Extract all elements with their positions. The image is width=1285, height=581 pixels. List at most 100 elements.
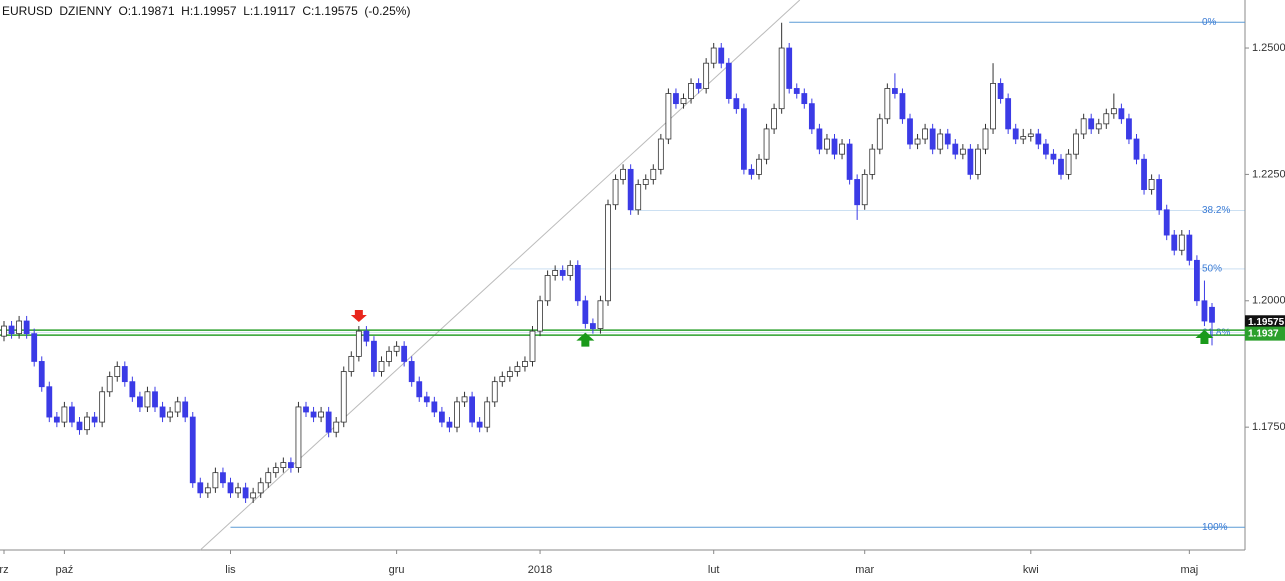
candle-body bbox=[975, 148, 981, 175]
candle-body bbox=[907, 118, 913, 145]
candle-body bbox=[1012, 128, 1019, 140]
candle-body bbox=[582, 300, 589, 324]
candle-body bbox=[423, 396, 430, 403]
candle-body bbox=[1080, 118, 1087, 135]
fib-label: 38.2% bbox=[1202, 205, 1230, 216]
candle-body bbox=[937, 133, 944, 150]
x-tick-label: lis bbox=[225, 564, 236, 576]
candle-body bbox=[801, 93, 808, 105]
candle-body bbox=[242, 487, 249, 499]
fib-label: 61.8% bbox=[1202, 327, 1230, 338]
candle-body bbox=[61, 406, 68, 423]
candle-body bbox=[952, 143, 959, 155]
candle-body bbox=[506, 371, 513, 378]
header: EURUSD DZIENNY O:1.19871 H:1.19957 L:1.1… bbox=[2, 4, 410, 18]
candle-body bbox=[1201, 300, 1208, 322]
candle-body bbox=[574, 264, 581, 302]
candle-body bbox=[144, 391, 151, 408]
header-bg bbox=[0, 2, 418, 20]
candle-body bbox=[544, 275, 551, 302]
candle-body bbox=[914, 138, 921, 145]
signal-arrow bbox=[576, 332, 595, 347]
candle-body bbox=[756, 158, 762, 175]
candle-body bbox=[657, 138, 664, 170]
candle-body bbox=[884, 88, 891, 120]
candle-body bbox=[491, 381, 498, 403]
candle-body bbox=[824, 138, 830, 150]
candle-body bbox=[620, 168, 626, 180]
x-tick-label: 2018 bbox=[528, 564, 552, 576]
candle-body bbox=[84, 416, 90, 431]
candle-body bbox=[16, 320, 23, 335]
candle-body bbox=[771, 108, 777, 130]
candle-body bbox=[136, 396, 143, 408]
candle-body bbox=[831, 138, 838, 155]
candle-body bbox=[438, 411, 445, 423]
candle-body bbox=[1156, 179, 1163, 211]
y-tick-label: 1.2250 bbox=[1252, 168, 1285, 180]
candle-body bbox=[114, 366, 121, 378]
candle-body bbox=[1035, 133, 1042, 145]
support-price-box bbox=[1245, 326, 1285, 341]
candle-body bbox=[1103, 113, 1110, 125]
candle-body bbox=[786, 47, 793, 89]
candle-body bbox=[861, 174, 868, 206]
candle-body bbox=[1050, 153, 1057, 160]
candle-body bbox=[514, 366, 521, 372]
candle-body bbox=[363, 330, 370, 342]
candle-body bbox=[99, 391, 106, 423]
candle-body bbox=[1178, 234, 1185, 251]
x-tick-label: maj bbox=[1180, 564, 1198, 576]
candle-body bbox=[53, 416, 60, 423]
candle-body bbox=[408, 361, 415, 383]
candle-body bbox=[280, 462, 287, 469]
candle-body bbox=[642, 179, 649, 185]
candle-body bbox=[235, 487, 241, 494]
candle-body bbox=[522, 361, 528, 367]
candle-body bbox=[1209, 306, 1215, 323]
candle-body bbox=[529, 330, 536, 362]
candle-body bbox=[1141, 158, 1147, 190]
candle-body bbox=[537, 300, 543, 332]
candle-body bbox=[688, 83, 694, 99]
candle-body bbox=[220, 472, 226, 484]
candle-body bbox=[265, 472, 272, 484]
candle-body bbox=[23, 320, 30, 335]
candle-body bbox=[680, 98, 687, 105]
candle-body bbox=[733, 98, 740, 110]
fib-label: 100% bbox=[1202, 522, 1228, 533]
candle-body bbox=[454, 401, 460, 428]
candle-body bbox=[189, 416, 196, 484]
candle-body bbox=[748, 168, 755, 175]
candle-body bbox=[250, 492, 257, 499]
candle-body bbox=[31, 333, 38, 362]
candle-body bbox=[91, 416, 98, 423]
candle-body bbox=[325, 411, 332, 433]
candle-body bbox=[182, 401, 189, 418]
candle-body bbox=[605, 204, 611, 302]
candle-body bbox=[121, 366, 128, 383]
candle-body bbox=[929, 128, 936, 150]
candle-body bbox=[990, 83, 996, 130]
x-tick-label: lut bbox=[708, 564, 720, 576]
signal-arrow bbox=[350, 310, 367, 323]
fib-label: 0% bbox=[1202, 17, 1217, 28]
candle-body bbox=[469, 396, 476, 423]
candle-body bbox=[287, 462, 294, 469]
candle-body bbox=[959, 148, 966, 155]
candle-body bbox=[204, 487, 211, 494]
candle-body bbox=[944, 133, 951, 145]
candle-body bbox=[386, 350, 392, 362]
candle-body bbox=[1194, 259, 1200, 302]
candle-body bbox=[922, 128, 928, 140]
y-tick-label: 1.2000 bbox=[1252, 295, 1285, 307]
x-tick-label: gru bbox=[389, 564, 405, 576]
candle-body bbox=[1088, 118, 1095, 130]
candle-body bbox=[499, 376, 506, 383]
candle-body bbox=[393, 345, 400, 352]
candle-body bbox=[763, 128, 770, 160]
candle-body bbox=[371, 340, 377, 372]
candle-body bbox=[197, 482, 204, 494]
candle-body bbox=[982, 128, 989, 150]
